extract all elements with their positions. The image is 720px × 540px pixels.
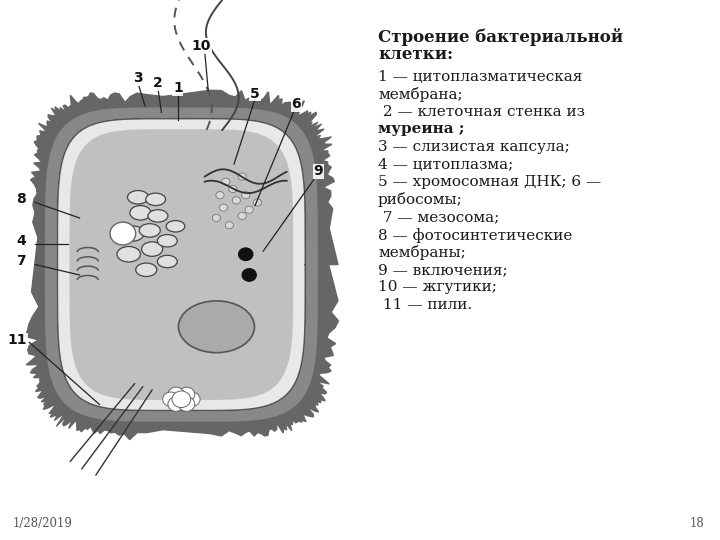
Text: рибосомы;: рибосомы; bbox=[378, 192, 463, 207]
Circle shape bbox=[168, 397, 184, 411]
Text: 18: 18 bbox=[690, 517, 704, 530]
Circle shape bbox=[216, 192, 224, 199]
Text: 10: 10 bbox=[192, 39, 211, 53]
Circle shape bbox=[229, 185, 237, 193]
Circle shape bbox=[110, 222, 136, 245]
Circle shape bbox=[245, 206, 253, 213]
Text: 11 — пили.: 11 — пили. bbox=[378, 298, 472, 312]
Text: 4: 4 bbox=[16, 234, 26, 248]
Polygon shape bbox=[45, 108, 317, 421]
Circle shape bbox=[222, 178, 230, 185]
Text: мембрана;: мембрана; bbox=[378, 87, 463, 102]
Circle shape bbox=[212, 214, 220, 221]
Text: 8 — фотосинтетические: 8 — фотосинтетические bbox=[378, 228, 572, 243]
Text: 7: 7 bbox=[17, 254, 26, 268]
Text: 2 — клеточная стенка из: 2 — клеточная стенка из bbox=[378, 105, 585, 119]
Text: 8: 8 bbox=[16, 192, 26, 206]
Ellipse shape bbox=[148, 210, 168, 222]
Text: 1/28/2019: 1/28/2019 bbox=[13, 517, 73, 530]
Text: 11: 11 bbox=[8, 333, 27, 347]
Text: 10 — жгутики;: 10 — жгутики; bbox=[378, 280, 497, 294]
Text: муреина ;: муреина ; bbox=[378, 122, 464, 136]
Ellipse shape bbox=[179, 301, 254, 353]
Circle shape bbox=[242, 192, 250, 199]
Ellipse shape bbox=[142, 242, 163, 256]
Text: Строение бактериальной: Строение бактериальной bbox=[378, 28, 623, 46]
Text: 3: 3 bbox=[133, 71, 143, 85]
Ellipse shape bbox=[136, 263, 157, 276]
Circle shape bbox=[163, 392, 179, 407]
Text: 2: 2 bbox=[153, 76, 163, 90]
Circle shape bbox=[225, 221, 233, 229]
Text: 1 — цитоплазматическая: 1 — цитоплазматическая bbox=[378, 70, 582, 84]
Text: 6: 6 bbox=[291, 97, 301, 111]
Text: клетки:: клетки: bbox=[378, 46, 453, 63]
Circle shape bbox=[179, 397, 195, 411]
Polygon shape bbox=[25, 90, 338, 440]
Circle shape bbox=[184, 392, 200, 407]
Text: 9: 9 bbox=[313, 164, 323, 178]
Circle shape bbox=[238, 212, 246, 220]
Circle shape bbox=[233, 197, 240, 204]
Ellipse shape bbox=[130, 206, 151, 220]
Circle shape bbox=[253, 199, 261, 206]
Text: 1: 1 bbox=[173, 82, 183, 96]
Text: 7 — мезосома;: 7 — мезосома; bbox=[378, 210, 499, 224]
Ellipse shape bbox=[127, 191, 148, 204]
Circle shape bbox=[239, 248, 253, 260]
Text: 9 — включения;: 9 — включения; bbox=[378, 263, 508, 277]
Circle shape bbox=[172, 391, 191, 408]
Ellipse shape bbox=[145, 193, 166, 206]
Circle shape bbox=[238, 173, 246, 180]
Text: 5 — хромосомная ДНК; 6 —: 5 — хромосомная ДНК; 6 — bbox=[378, 175, 601, 189]
Ellipse shape bbox=[139, 224, 161, 237]
Circle shape bbox=[242, 269, 256, 281]
Circle shape bbox=[179, 387, 195, 402]
Circle shape bbox=[220, 204, 228, 211]
Ellipse shape bbox=[166, 220, 185, 232]
Text: 5: 5 bbox=[250, 87, 260, 100]
Text: мембраны;: мембраны; bbox=[378, 245, 466, 260]
Polygon shape bbox=[58, 119, 305, 410]
Ellipse shape bbox=[120, 226, 144, 241]
Text: 4 — цитоплазма;: 4 — цитоплазма; bbox=[378, 158, 513, 172]
Ellipse shape bbox=[117, 246, 140, 262]
Ellipse shape bbox=[158, 255, 177, 268]
Circle shape bbox=[168, 387, 184, 402]
Text: 3 — слизистая капсула;: 3 — слизистая капсула; bbox=[378, 140, 570, 154]
Ellipse shape bbox=[158, 234, 177, 247]
Polygon shape bbox=[71, 130, 292, 399]
